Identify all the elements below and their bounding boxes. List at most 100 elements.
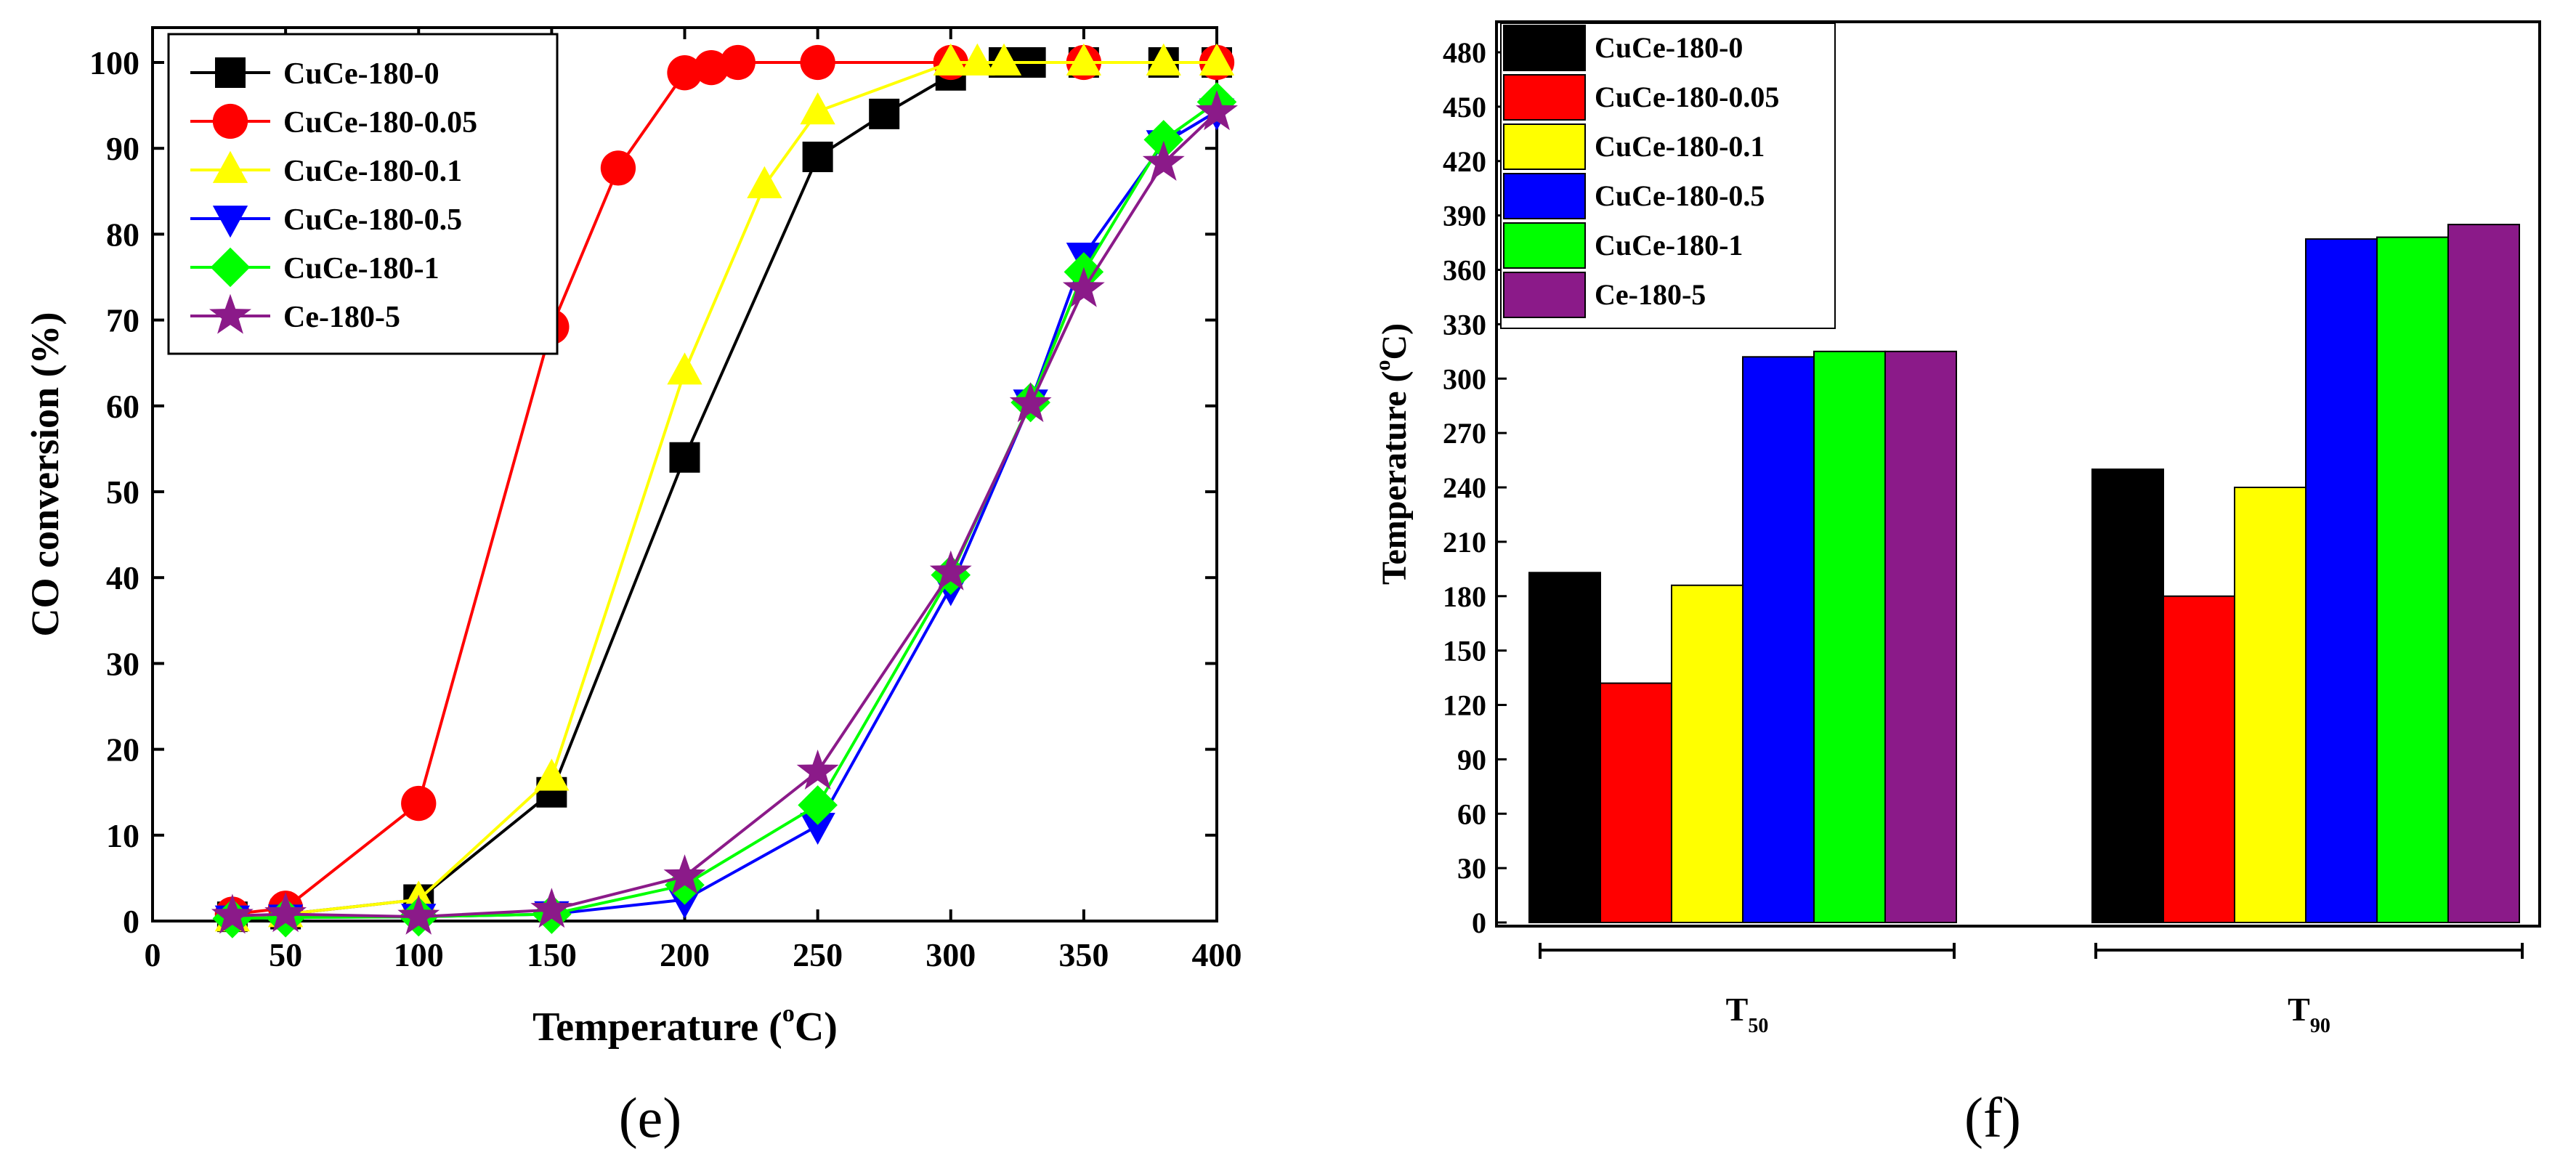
legend-marker — [212, 103, 248, 139]
bar-chart-legend: CuCe-180-0 CuCe-180-0.05 CuCe-180-0.1 CuCe-… — [1500, 23, 1836, 329]
legend-swatch — [1503, 25, 1586, 71]
legend-swatch — [1503, 123, 1586, 170]
group-label: T50 — [1726, 991, 1769, 1037]
caption-e: (e) — [619, 1086, 682, 1149]
x-tick-label: 150 — [527, 936, 577, 973]
bar-cuce-180-0-05 — [2163, 595, 2235, 923]
data-point — [1066, 43, 1102, 76]
legend-label: CuCe-180-1 — [283, 252, 440, 285]
legend-label: CuCe-180-0.5 — [283, 203, 462, 237]
x-tick-label: 0 — [145, 936, 161, 973]
y-tick-label: 390 — [1443, 200, 1486, 232]
line-chart-series — [211, 43, 1238, 938]
x-tick-label: 300 — [926, 936, 976, 973]
group-label: T90 — [2288, 991, 2330, 1037]
data-point — [747, 166, 782, 198]
data-point — [600, 150, 636, 186]
bar-chart-panel-f: 0 30 60 90 120 150 180 210 240 270 300 330 360 390 420… — [1371, 20, 2541, 1037]
x-tick-label: 100 — [394, 936, 444, 973]
data-point — [1146, 43, 1181, 76]
y-tick-label: 30 — [106, 645, 139, 682]
legend-marker — [209, 293, 251, 334]
x-tick-label: 200 — [660, 936, 710, 973]
y-tick-label: 360 — [1443, 254, 1486, 287]
y-tick-label: 80 — [106, 216, 139, 253]
data-point — [802, 142, 833, 173]
y-tick-label: 50 — [106, 474, 139, 511]
legend-label: Ce-180-5 — [1595, 278, 1706, 311]
line-chart-panel-e: 0 50 100 150 200 250 300 350 400 0 10 20 30 40 50 60 70 8… — [23, 26, 1242, 1050]
data-point — [929, 550, 972, 591]
x-tick-label: 50 — [269, 936, 302, 973]
x-tick-label: 350 — [1058, 936, 1109, 973]
y-tick-label: 120 — [1443, 689, 1486, 722]
data-point — [1196, 90, 1238, 131]
y-tick-label: 480 — [1443, 36, 1486, 69]
bar-cuce-180-0 — [2091, 469, 2164, 923]
y-tick-label: 10 — [106, 817, 139, 854]
legend-label: CuCe-180-0.05 — [1595, 81, 1779, 113]
legend-label: CuCe-180-0.1 — [283, 155, 462, 188]
y-tick-label: 90 — [106, 130, 139, 167]
bar-cuce-180-1 — [1813, 350, 1886, 923]
x-tick-label: 250 — [793, 936, 843, 973]
y-axis-label: Temperature (oC) — [1371, 323, 1414, 585]
legend-label: CuCe-180-1 — [1595, 229, 1743, 261]
bar-cuce-180-0-1 — [1671, 584, 1743, 924]
bar-ce-180-5 — [1884, 350, 1957, 923]
legend-swatch — [1503, 74, 1586, 121]
data-point — [798, 785, 838, 825]
bar-ce-180-5 — [2447, 224, 2520, 923]
x-tick-label: 400 — [1192, 936, 1242, 973]
group-label-main: T — [2288, 991, 2310, 1028]
data-point — [211, 893, 254, 934]
data-point — [693, 49, 729, 86]
plot-area-frame — [1495, 20, 2541, 928]
y-tick-label: 100 — [89, 44, 139, 81]
y-tick-label: 60 — [106, 388, 139, 425]
data-point — [534, 758, 570, 791]
legend-marker — [215, 57, 246, 88]
y-tick-label: 70 — [106, 302, 139, 339]
y-axis-label: CO conversion (%) — [23, 312, 67, 637]
data-point — [800, 92, 835, 125]
y-tick-label: 90 — [1457, 743, 1486, 776]
legend-swatch — [1503, 173, 1586, 219]
data-point — [720, 44, 756, 81]
y-tick-label: 0 — [1472, 907, 1486, 939]
legend-swatch — [1503, 272, 1586, 318]
series-ce-180-5 — [211, 90, 1238, 935]
y-tick-label: 60 — [1457, 798, 1486, 830]
line-chart-legend: CuCe-180-0 CuCe-180-0.05 CuCe-180-0.1 CuCe-… — [167, 33, 559, 355]
data-point — [663, 854, 706, 895]
data-point — [264, 892, 307, 933]
bar-cuce-180-0-5 — [2305, 238, 2378, 923]
data-point — [669, 442, 700, 473]
legend-label: CuCe-180-0.5 — [1595, 179, 1765, 212]
y-tick-label: 450 — [1443, 91, 1486, 123]
data-point — [1199, 43, 1235, 76]
data-point — [1143, 120, 1184, 160]
x-axis-label: Temperature (oC) — [532, 1000, 838, 1050]
line-chart-axes: 0 50 100 150 200 250 300 350 400 0 10 20 30 40 50 60 70 8… — [89, 28, 1242, 973]
legend-label: CuCe-180-0.1 — [1595, 130, 1765, 163]
legend-label: Ce-180-5 — [283, 301, 400, 334]
bar-cuce-180-1 — [2376, 236, 2449, 923]
data-point — [667, 55, 702, 91]
group-brackets: T50 T90 — [1539, 943, 2524, 1037]
data-point — [960, 43, 995, 76]
legend-label: CuCe-180-0.05 — [283, 106, 477, 139]
caption-f: (f) — [1964, 1086, 2021, 1149]
data-point — [530, 888, 573, 928]
bar-chart-bars — [1528, 224, 2520, 924]
legend-swatch — [1503, 222, 1586, 269]
bar-cuce-180-0-05 — [1600, 682, 1672, 923]
legend-marker — [210, 247, 251, 288]
y-tick-label: 210 — [1443, 526, 1486, 559]
data-point — [869, 98, 900, 129]
legend-marker — [212, 150, 248, 183]
y-tick-label: 150 — [1443, 635, 1486, 668]
data-point — [667, 352, 702, 385]
y-tick-label: 240 — [1443, 471, 1486, 504]
